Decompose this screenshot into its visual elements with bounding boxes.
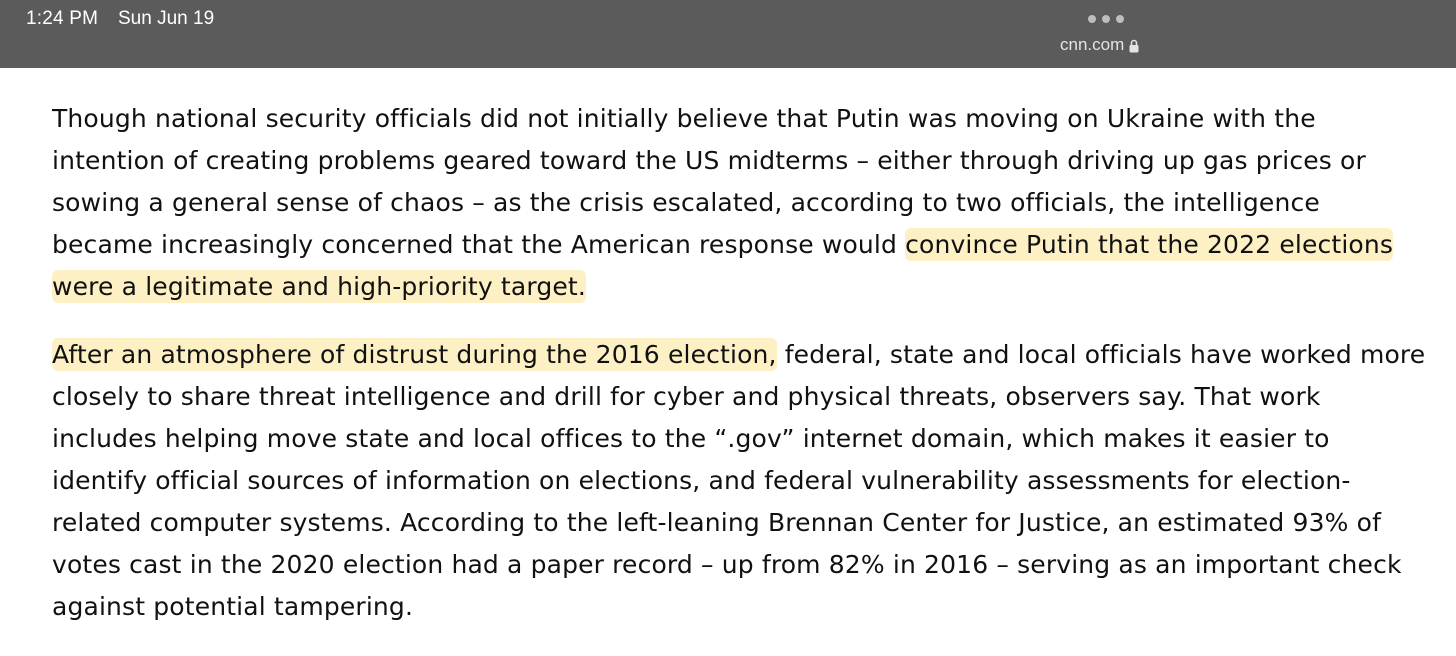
article-paragraph: After an atmosphere of distrust during t… — [52, 334, 1427, 628]
url-text: cnn.com — [1060, 35, 1125, 54]
article-paragraph: Though national security officials did n… — [52, 98, 1427, 308]
status-date: Sun Jun 19 — [118, 8, 215, 29]
address-bar[interactable]: cnn.com — [1060, 35, 1139, 55]
paragraph-text: federal, state and local officials have … — [52, 340, 1426, 621]
paragraph-text: Though national security officials did n… — [52, 104, 1366, 259]
status-time: 1:24 PM — [26, 8, 99, 29]
status-bar: 1:24 PM Sun Jun 19 cnn.com — [0, 0, 1456, 68]
lock-icon — [1129, 38, 1139, 53]
highlighted-text[interactable]: After an atmosphere of distrust during t… — [52, 338, 777, 371]
article-body: Though national security officials did n… — [52, 98, 1427, 628]
more-dots-icon[interactable] — [1088, 15, 1124, 25]
